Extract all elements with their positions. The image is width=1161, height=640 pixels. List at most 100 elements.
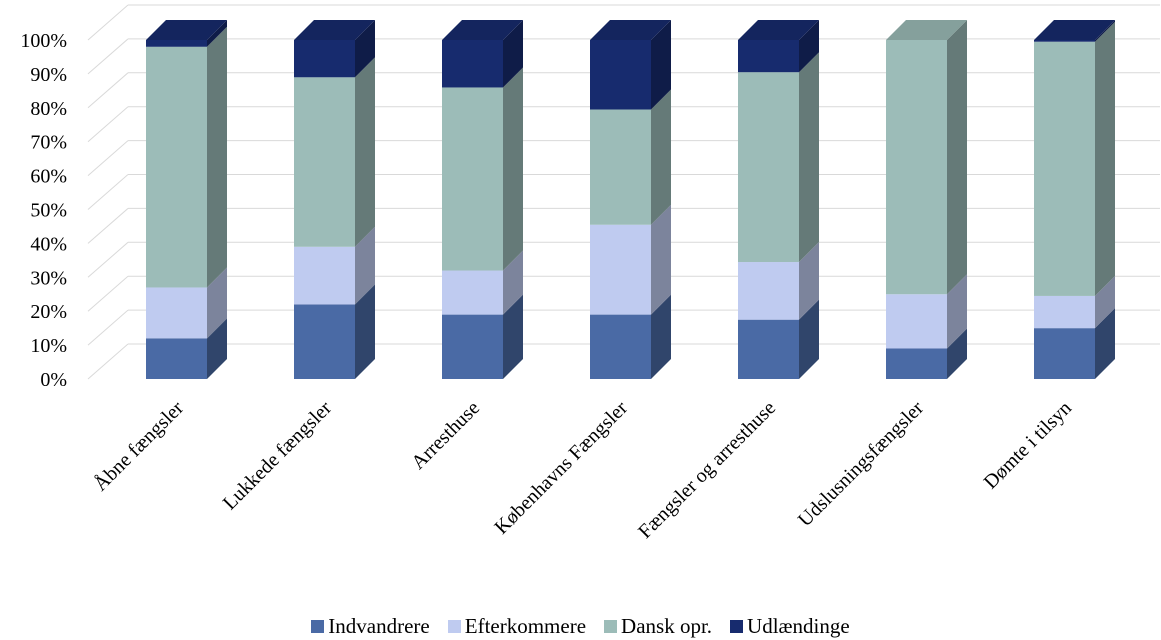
grid-depth-line [87,241,129,278]
bar-segment-side [355,284,375,379]
legend-swatch [447,620,461,633]
bar-segment-top [442,20,523,40]
bar-segment-front [146,287,207,339]
grid-depth-line [87,275,129,312]
bar-stack [442,20,523,379]
bar-segment-front [590,224,651,315]
bar-segment-side [1095,308,1115,379]
bar-segment-front [738,262,799,320]
bar-segment-front [294,304,355,379]
bar-segment-front [1034,295,1095,329]
category-label: Dømte i tilsyn [980,397,1076,493]
legend: Indvandrere Efterkommere Dansk opr. Udlændi… [0,614,1161,639]
bar-segment-side [947,274,967,349]
bar-stack [738,20,819,379]
bars: Åbne fængsler Lukkede fængsler Arresthuse K… [90,20,1115,543]
legend-item: Udlændinge [730,614,850,639]
grid-depth-line [87,72,129,109]
grid-depth-line [87,309,129,346]
grid-depth-line [87,4,129,41]
bar-segment-front [146,46,207,288]
bar-segment-side [207,20,227,47]
bar-stack [886,20,967,379]
bar-stack [146,20,227,379]
bar-segment-side [355,20,375,78]
bar-segment-front [590,40,651,110]
bar-stack [294,20,375,379]
legend-item: Indvandrere [311,614,430,639]
bar-segment-top [294,20,375,40]
y-tick-label: 10% [30,335,67,357]
y-tick-label: 60% [30,166,67,188]
grid-depth-line [87,38,129,75]
bar-segment-side [503,67,523,271]
grid-depth-line [87,140,129,176]
bar-segment-front [738,40,799,73]
bar-segment-front [294,40,355,78]
bar-segment-side [799,299,819,379]
bar-stack [590,20,671,379]
bar-segment-front [590,109,651,225]
bar-segment-side [1095,275,1115,329]
grid-depth-line [87,208,129,244]
legend-label: Efterkommere [464,614,587,638]
legend-label: Dansk opr. [621,614,713,638]
legend-label: Indvandrere [328,614,430,638]
bar-segment-front [590,314,651,379]
bar-segment-top [590,20,671,40]
bar-segment-side [947,328,967,379]
bar-segment-side [651,294,671,379]
legend-item: Efterkommere [447,614,587,639]
y-tick-label: 20% [30,301,67,323]
legend-item: Dansk opr. [604,614,712,639]
bar-segment-front [1034,41,1095,296]
bar-stack [1034,20,1115,379]
legend-swatch [730,620,744,633]
bar-segment-front [146,40,207,47]
y-tick-label: 80% [30,98,67,120]
grid-depth-line [87,174,129,210]
bar-segment-front [886,294,947,349]
legend-swatch [604,620,618,633]
grid-depth-line [87,343,129,380]
bar-segment-side [207,267,227,339]
bar-segment-front [294,246,355,305]
y-tick-label: 70% [30,132,67,154]
bar-segment-side [503,250,523,315]
y-tick-label: 0% [40,369,67,391]
bar-segment-side [651,20,671,110]
bar-segment-front [442,87,503,271]
legend-swatch [311,620,325,633]
category-label: Arresthuse [407,397,484,474]
bar-segment-side [207,318,227,379]
bar-segment-side [1095,20,1115,42]
category-label: Københavns Fængsler [490,397,632,539]
y-tick-label: 50% [30,200,67,222]
category-label: Åbne fængsler [90,397,189,496]
bar-segment-side [799,20,819,73]
category-label: Udslusningsfængsler [794,397,928,531]
y-ticks: 0% 10% 20% 30% 40% 50% 60% 70% 80% 90% 100% [20,30,67,391]
bar-segment-side [799,52,819,263]
bar-segment-front [738,319,799,379]
bar-segment-front [1034,328,1095,379]
bar-segment-front [886,40,947,295]
y-tick-label: 30% [30,267,67,289]
bar-segment-side [355,226,375,305]
bar-segment-front [738,72,799,263]
bar-segment-top [738,20,819,40]
bar-segment-front [294,77,355,247]
bar-segment-side [651,204,671,315]
bar-segment-side [947,20,967,295]
bar-segment-front [442,270,503,315]
bar-segment-front [886,348,947,379]
bar-segment-side [207,26,227,288]
bar-segment-side [503,294,523,379]
bar-segment-side [651,89,671,225]
y-tick-label: 100% [20,30,67,52]
bar-segment-front [146,338,207,379]
y-tick-label: 40% [30,233,67,255]
category-label: Lukkede fængsler [219,397,337,515]
